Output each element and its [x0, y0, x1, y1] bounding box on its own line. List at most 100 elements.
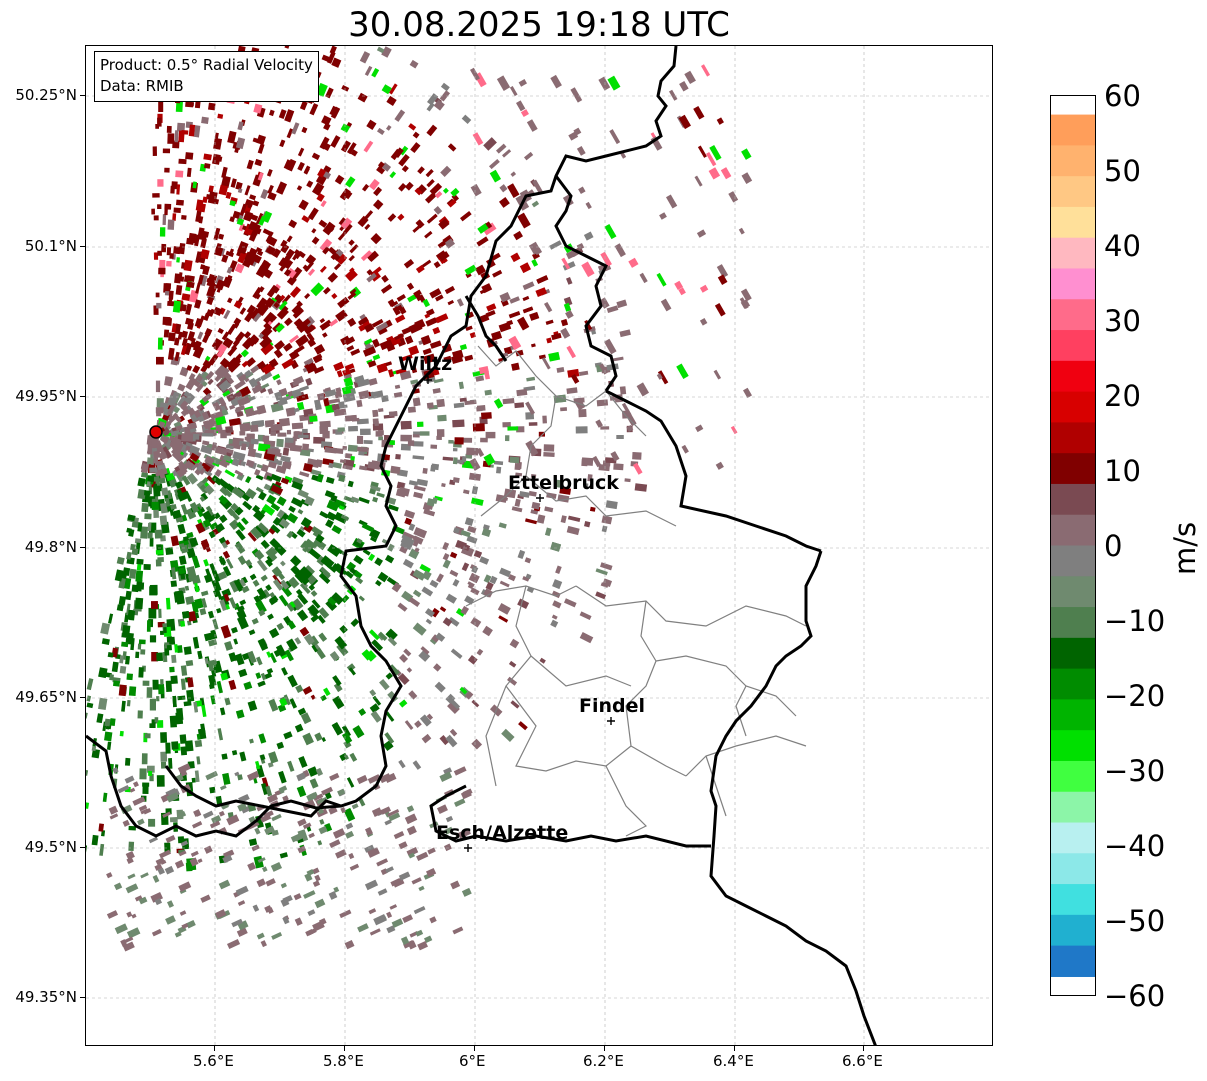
colorbar-band	[1051, 453, 1095, 485]
velocity-echo	[379, 339, 394, 351]
colorbar-band	[1051, 607, 1095, 639]
velocity-echo	[109, 813, 119, 820]
velocity-echo	[180, 678, 186, 690]
velocity-echo	[147, 522, 152, 532]
velocity-echo	[453, 402, 465, 409]
velocity-echo	[236, 410, 244, 418]
velocity-echo	[157, 204, 162, 209]
velocity-echo	[526, 376, 536, 382]
velocity-echo	[403, 648, 412, 657]
velocity-echo	[334, 390, 343, 399]
velocity-echo	[266, 494, 277, 505]
velocity-echo	[223, 309, 231, 320]
velocity-echo	[437, 414, 447, 422]
velocity-echo	[194, 299, 202, 309]
velocity-echo	[118, 684, 127, 697]
velocity-echo	[247, 448, 257, 458]
velocity-echo	[169, 715, 178, 728]
velocity-echo	[467, 581, 475, 588]
velocity-echo	[364, 879, 379, 891]
velocity-echo	[699, 317, 708, 326]
velocity-echo	[296, 528, 306, 538]
velocity-echo	[227, 345, 238, 357]
velocity-echo	[218, 879, 231, 890]
velocity-echo	[536, 275, 549, 284]
velocity-echo	[743, 387, 752, 399]
velocity-echo	[376, 46, 385, 54]
velocity-echo	[321, 54, 330, 62]
velocity-echo	[307, 604, 320, 617]
velocity-echo	[218, 397, 227, 407]
velocity-echo	[186, 422, 198, 431]
velocity-echo	[412, 622, 427, 636]
x-tick-mark	[604, 1046, 605, 1051]
colorbar-tick-label: 0	[1104, 529, 1123, 563]
velocity-echo	[305, 254, 317, 265]
velocity-echo	[429, 182, 443, 196]
velocity-echo	[289, 334, 300, 344]
velocity-echo	[214, 364, 227, 378]
velocity-echo	[349, 368, 356, 374]
velocity-echo	[263, 269, 273, 279]
velocity-echo	[180, 503, 189, 515]
velocity-echo	[266, 668, 274, 675]
velocity-echo	[155, 549, 164, 555]
velocity-echo	[109, 674, 114, 681]
velocity-echo	[156, 475, 161, 486]
velocity-echo	[140, 872, 149, 879]
velocity-echo	[269, 109, 275, 117]
velocity-echo	[141, 753, 148, 765]
velocity-echo	[165, 547, 174, 556]
velocity-echo	[241, 806, 250, 814]
velocity-echo	[398, 699, 408, 708]
velocity-echo	[267, 613, 274, 621]
velocity-echo	[442, 456, 454, 461]
velocity-echo	[634, 483, 648, 492]
velocity-echo	[452, 477, 460, 484]
velocity-echo	[294, 723, 304, 733]
velocity-echo	[693, 105, 705, 120]
velocity-echo	[269, 538, 280, 549]
velocity-echo	[179, 734, 187, 744]
velocity-echo	[147, 532, 153, 539]
velocity-echo	[250, 424, 259, 432]
velocity-echo	[177, 523, 186, 535]
velocity-echo	[276, 741, 285, 750]
velocity-echo	[386, 911, 393, 919]
velocity-echo	[407, 406, 416, 413]
velocity-echo	[220, 624, 232, 639]
velocity-echo	[509, 456, 520, 464]
velocity-echo	[209, 563, 217, 574]
velocity-echo	[276, 496, 287, 507]
velocity-echo	[330, 494, 338, 503]
velocity-echo	[203, 153, 212, 161]
velocity-echo	[387, 636, 398, 647]
velocity-echo	[551, 614, 558, 620]
velocity-echo	[237, 802, 248, 812]
velocity-echo	[162, 148, 171, 154]
velocity-echo	[244, 436, 253, 441]
velocity-echo	[116, 556, 125, 565]
velocity-echo	[154, 717, 159, 723]
velocity-echo	[125, 883, 139, 894]
radar-site-marker	[149, 425, 163, 439]
velocity-echo	[190, 850, 199, 857]
velocity-echo	[347, 317, 357, 327]
velocity-echo	[152, 679, 159, 690]
velocity-echo	[378, 408, 384, 413]
velocity-echo	[205, 505, 213, 513]
velocity-echo	[297, 147, 305, 157]
velocity-echo	[363, 140, 374, 153]
velocity-echo	[193, 701, 199, 713]
velocity-echo	[364, 210, 374, 220]
velocity-echo	[376, 858, 389, 867]
velocity-echo	[176, 184, 181, 195]
velocity-echo	[86, 844, 88, 855]
velocity-echo	[336, 253, 348, 265]
velocity-echo	[267, 191, 277, 201]
velocity-echo	[314, 898, 326, 909]
velocity-echo	[208, 353, 219, 366]
velocity-echo	[191, 601, 199, 614]
velocity-echo	[396, 293, 406, 302]
velocity-echo	[332, 447, 344, 455]
